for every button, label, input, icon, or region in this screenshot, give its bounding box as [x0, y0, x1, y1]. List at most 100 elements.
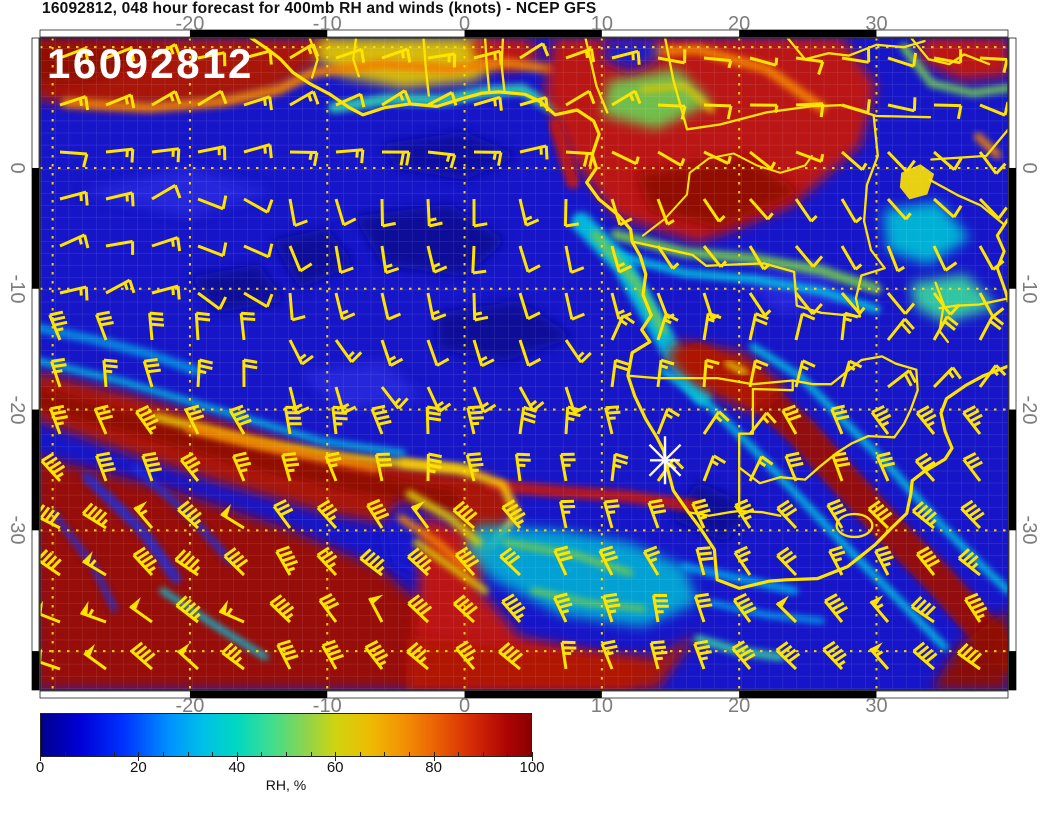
wind-barb: [564, 245, 585, 274]
barb-staff: [427, 150, 457, 169]
wind-barb: [830, 404, 850, 435]
wind-barb: [374, 452, 393, 482]
wind-barb: [289, 42, 320, 60]
border-angola-south-namibia: [626, 374, 794, 513]
barb-staff: [498, 641, 524, 671]
lon-tick-top-20: 20: [728, 13, 751, 35]
barb-staff: [978, 245, 1005, 271]
wind-barb: [40, 452, 66, 483]
wind-barb: [831, 451, 851, 482]
wind-barb: [656, 358, 675, 388]
wind-barb: [105, 147, 135, 163]
barb-staff: [133, 506, 154, 529]
lon-tick-bottom-30: 30: [865, 695, 888, 717]
wind-barb: [410, 500, 430, 529]
barb-staff: [272, 498, 294, 529]
border-tanzania-mozambique: [938, 297, 1008, 310]
barb-staff: [748, 312, 769, 341]
wind-barb: [452, 594, 478, 624]
lat-tick-left-0: 0: [6, 162, 28, 174]
colorbar-minor-tick: [384, 752, 386, 757]
barb-staff: [932, 366, 962, 389]
barb-staff: [59, 95, 90, 111]
wind-barb: [795, 56, 825, 75]
border-zim-moz-border: [893, 368, 919, 439]
wind-barb: [933, 103, 963, 120]
barb-staff: [197, 145, 227, 161]
barb-staff: [657, 103, 687, 120]
barb-staff: [702, 454, 727, 482]
barb-staff: [649, 640, 668, 670]
barb-staff: [703, 103, 733, 120]
colorbar-minor-tick: [310, 752, 312, 757]
barb-staff: [978, 314, 1005, 341]
barb-staff: [176, 649, 200, 671]
barb-staff: [281, 452, 300, 482]
wind-barb: [427, 52, 457, 68]
barb-staff: [656, 245, 680, 270]
wind-barb: [335, 47, 366, 63]
frame-band-black: [1009, 409, 1016, 531]
barb-staff: [979, 56, 1008, 73]
barb-staff: [83, 651, 107, 671]
barb-staff: [324, 451, 342, 482]
wind-barb: [288, 292, 306, 322]
colorbar-minor-tick: [113, 752, 115, 757]
wind-barb: [132, 546, 158, 577]
wind-barb: [289, 150, 319, 167]
barb-staff: [518, 405, 538, 435]
border-guinea-borders-2: [352, 38, 360, 78]
wind-barb: [652, 593, 669, 623]
wind-barb: [611, 49, 641, 65]
barb-staff: [374, 452, 393, 482]
border-zambezi-border: [791, 355, 918, 386]
wind-barb: [331, 405, 348, 435]
barb-staff: [288, 292, 306, 322]
barb-staff: [823, 593, 849, 623]
wind-barb: [732, 592, 757, 623]
wind-barb: [471, 245, 487, 275]
colorbar-minor-tick: [236, 752, 238, 761]
wind-barb: [220, 503, 245, 530]
barb-staff: [748, 198, 774, 221]
barb-staff: [932, 197, 963, 219]
barb-staff: [269, 594, 295, 624]
barb-staff: [514, 452, 531, 482]
wind-barb: [794, 292, 823, 316]
barb-staff: [656, 312, 679, 341]
colorbar-tick-0: 0: [35, 759, 45, 776]
wind-barb: [748, 198, 774, 221]
wind-barb: [695, 546, 714, 576]
barb-staff: [915, 546, 941, 576]
barb-staff: [564, 292, 585, 321]
barb-staff: [840, 311, 859, 341]
barb-staff: [334, 245, 354, 275]
barb-staff: [748, 292, 772, 317]
wind-barb: [452, 500, 478, 530]
barb-staff: [875, 451, 896, 482]
wind-barb: [269, 594, 295, 624]
barb-staff: [380, 292, 402, 321]
barb-staff: [243, 49, 273, 65]
barb-staff: [501, 593, 526, 623]
wind-barb: [473, 49, 503, 65]
barb-staff: [732, 592, 757, 623]
barb-staff: [197, 291, 228, 311]
frame-band-black: [1009, 167, 1016, 289]
rh-colorbar: [40, 713, 532, 757]
barb-staff: [749, 150, 777, 170]
wind-barb: [518, 339, 542, 367]
wind-barb: [840, 292, 866, 315]
wind-barb: [702, 410, 730, 435]
border-togo-benin: [500, 38, 506, 92]
wind-barb: [693, 639, 712, 670]
barb-staff: [426, 339, 450, 367]
wind-barb: [380, 198, 396, 228]
wind-barb: [40, 600, 61, 624]
barb-staff: [748, 359, 769, 388]
colorbar-tick-40: 40: [228, 759, 246, 776]
barb-staff: [426, 245, 448, 274]
wind-barb: [102, 358, 118, 388]
wind-barb: [910, 595, 936, 624]
wind-barb: [957, 548, 981, 577]
